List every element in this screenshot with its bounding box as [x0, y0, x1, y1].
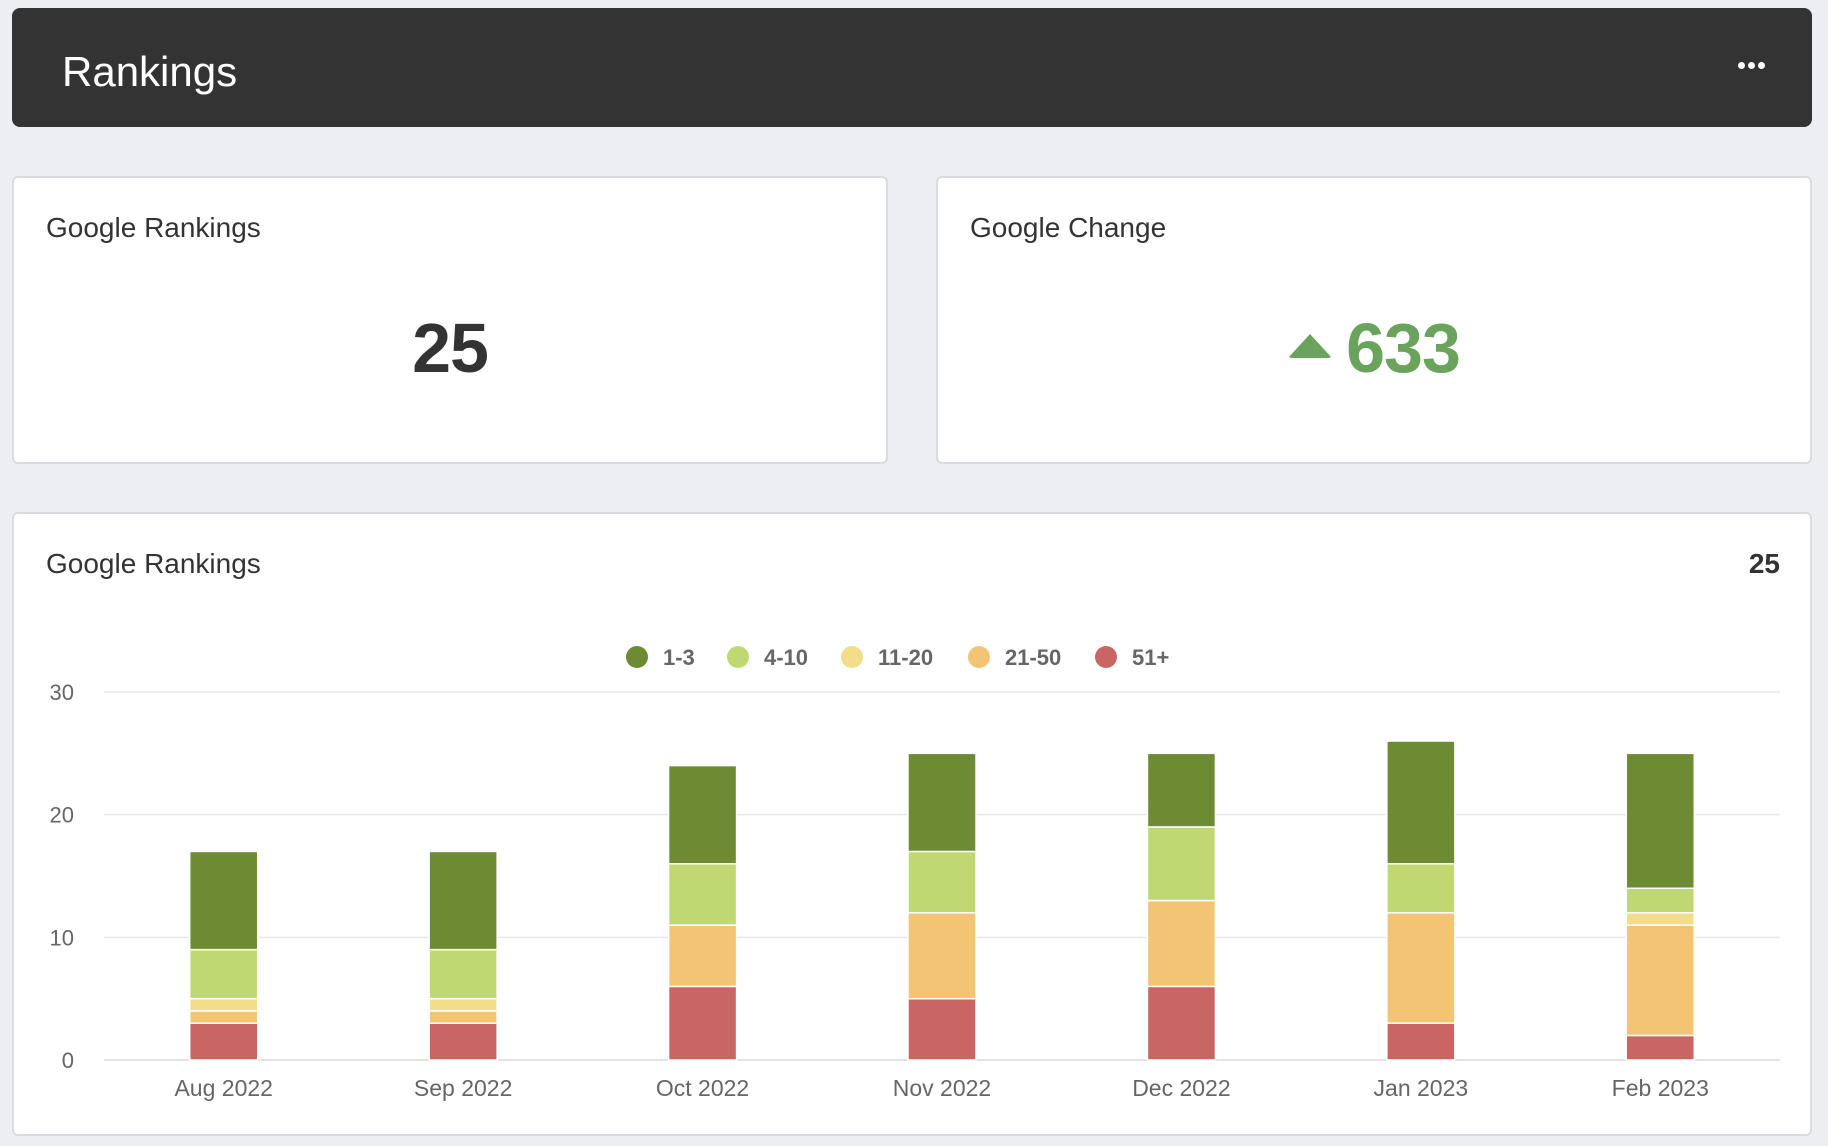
kpi-title: Google Rankings [46, 212, 261, 243]
x-tick-label: Dec 2022 [1132, 1075, 1230, 1101]
page-header: Rankings [12, 8, 1812, 127]
bar-segment [667, 862, 738, 926]
bar-segment [907, 912, 977, 1000]
change-value-wrap: 633 [938, 308, 1810, 388]
more-options-icon[interactable] [1738, 56, 1768, 69]
x-tick-label: Nov 2022 [893, 1075, 991, 1101]
bar-segment [907, 850, 977, 914]
bar-segment [1386, 1022, 1456, 1061]
bar-segment [667, 985, 738, 1061]
legend-marker [626, 646, 648, 668]
chart-total: 25 [1748, 548, 1780, 579]
bar-segment [188, 850, 259, 951]
rankings-chart-card: Google Rankings 25 0 10 20 30 Aug 2022 Sep 20… [12, 512, 1812, 1136]
legend-label: 11-20 [878, 645, 933, 670]
bar-segment [1625, 887, 1696, 914]
bar-segment [1625, 912, 1696, 926]
legend-label: 21-50 [1005, 645, 1061, 670]
bar-segment [907, 997, 977, 1061]
y-tick-label: 20 [50, 803, 74, 828]
y-tick-label: 30 [50, 680, 74, 705]
bar-segment [1386, 862, 1456, 914]
bar-segment [1146, 899, 1217, 988]
x-tick-label: Aug 2022 [174, 1075, 272, 1101]
bar-segment [667, 924, 738, 988]
chart-title: Google Rankings [46, 548, 261, 579]
bar-segment [428, 997, 498, 1012]
legend-marker [1095, 646, 1117, 668]
x-tick-label: Oct 2022 [656, 1075, 749, 1101]
bar-segment [1146, 752, 1217, 828]
change-value: 633 [1346, 309, 1461, 387]
legend-label: 4-10 [764, 645, 808, 670]
legend-label: 51+ [1132, 645, 1169, 670]
stacked-bar-chart: 0 10 20 30 Aug 2022 Sep 2022 Oct 2022 Nov 2022 D… [50, 645, 1780, 1101]
bar-segment [1625, 1034, 1696, 1061]
x-tick-label: Feb 2023 [1612, 1075, 1709, 1101]
bar-segment [1146, 985, 1217, 1061]
bar-segment [428, 1010, 498, 1024]
y-tick-label: 0 [62, 1048, 74, 1073]
google-change-kpi-card: Google Change 633 [936, 176, 1812, 464]
x-tick-label: Sep 2022 [414, 1075, 512, 1101]
bar-segment [428, 948, 498, 1000]
google-rankings-kpi-card: Google Rankings 25 [12, 176, 888, 464]
bar-segment [188, 1010, 259, 1024]
bar-segment [1146, 826, 1217, 902]
bar-segment [1625, 752, 1696, 890]
bar-segment [428, 1022, 498, 1061]
bar-segment [907, 752, 977, 853]
bar-segment [428, 850, 498, 951]
legend-marker [968, 646, 990, 668]
y-tick-label: 10 [50, 925, 74, 950]
kpi-value: 25 [412, 309, 489, 387]
bar-segment [188, 997, 259, 1012]
legend-marker [841, 646, 863, 668]
legend-marker [727, 646, 749, 668]
bar-segment [667, 764, 738, 865]
legend-label: 1-3 [663, 645, 695, 670]
bar-segment [188, 948, 259, 1000]
x-tick-label: Jan 2023 [1374, 1075, 1469, 1101]
up-arrow-icon [1288, 333, 1333, 358]
page-title: Rankings [62, 48, 238, 95]
bar-segment [1386, 740, 1456, 865]
bar-segment [1386, 912, 1456, 1024]
bar-segment [1625, 924, 1696, 1037]
kpi-title: Google Change [970, 212, 1167, 243]
bar-segment [188, 1022, 259, 1061]
